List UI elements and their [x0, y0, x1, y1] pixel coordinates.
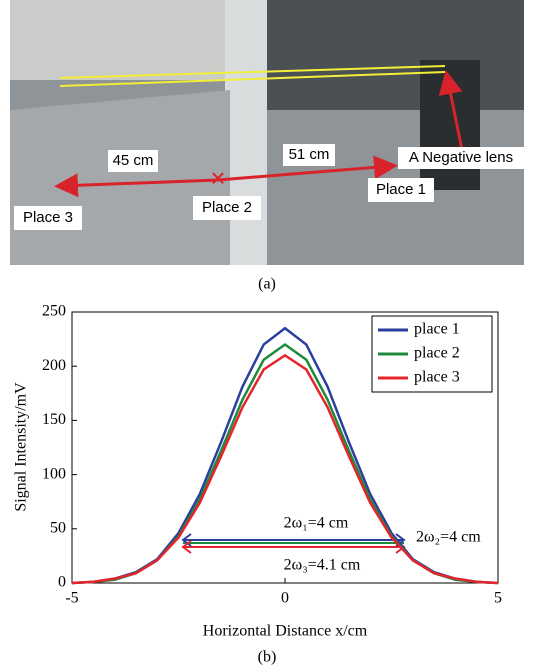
legend-label: place 1	[414, 321, 460, 338]
y-tick-label: 250	[42, 303, 66, 320]
y-tick-label: 200	[42, 357, 66, 374]
y-axis-label: Signal Intensity/mV	[13, 382, 30, 512]
x-axis-label: Horizontal Distance x/cm	[203, 623, 368, 640]
legend-label: place 3	[414, 369, 460, 386]
caption: (b)	[258, 649, 277, 666]
width-arrows	[181, 533, 406, 554]
y-tick-label: 100	[42, 465, 66, 482]
y-tick-label: 0	[58, 574, 66, 591]
photo-label: Place 2	[202, 199, 252, 216]
x-tick-label: -5	[65, 590, 78, 607]
photo-label: A Negative lens	[409, 149, 513, 166]
cross: ✕	[210, 169, 227, 191]
legend-label: place 2	[414, 345, 460, 362]
annotation: 2ω₁=4 cm	[284, 515, 349, 532]
x-tick-label: 5	[494, 590, 502, 607]
annotation: 2ω₂=4 cm	[416, 529, 481, 546]
x-tick-label: 0	[281, 590, 289, 607]
photo-label: Place 3	[23, 209, 73, 226]
y-tick-label: 50	[50, 519, 66, 536]
photo: ✕ 45 cm 51 cm A Negative lens Place 1 Pl…	[10, 0, 524, 265]
series-line	[71, 353, 499, 585]
annotation: 2ω₃=4.1 cm	[284, 557, 361, 574]
caption: (a)	[258, 276, 276, 293]
photo-label: Place 1	[376, 181, 426, 198]
photo-label: 51 cm	[289, 146, 330, 163]
photo-label: 45 cm	[113, 152, 154, 169]
y-tick-label: 150	[42, 411, 66, 428]
